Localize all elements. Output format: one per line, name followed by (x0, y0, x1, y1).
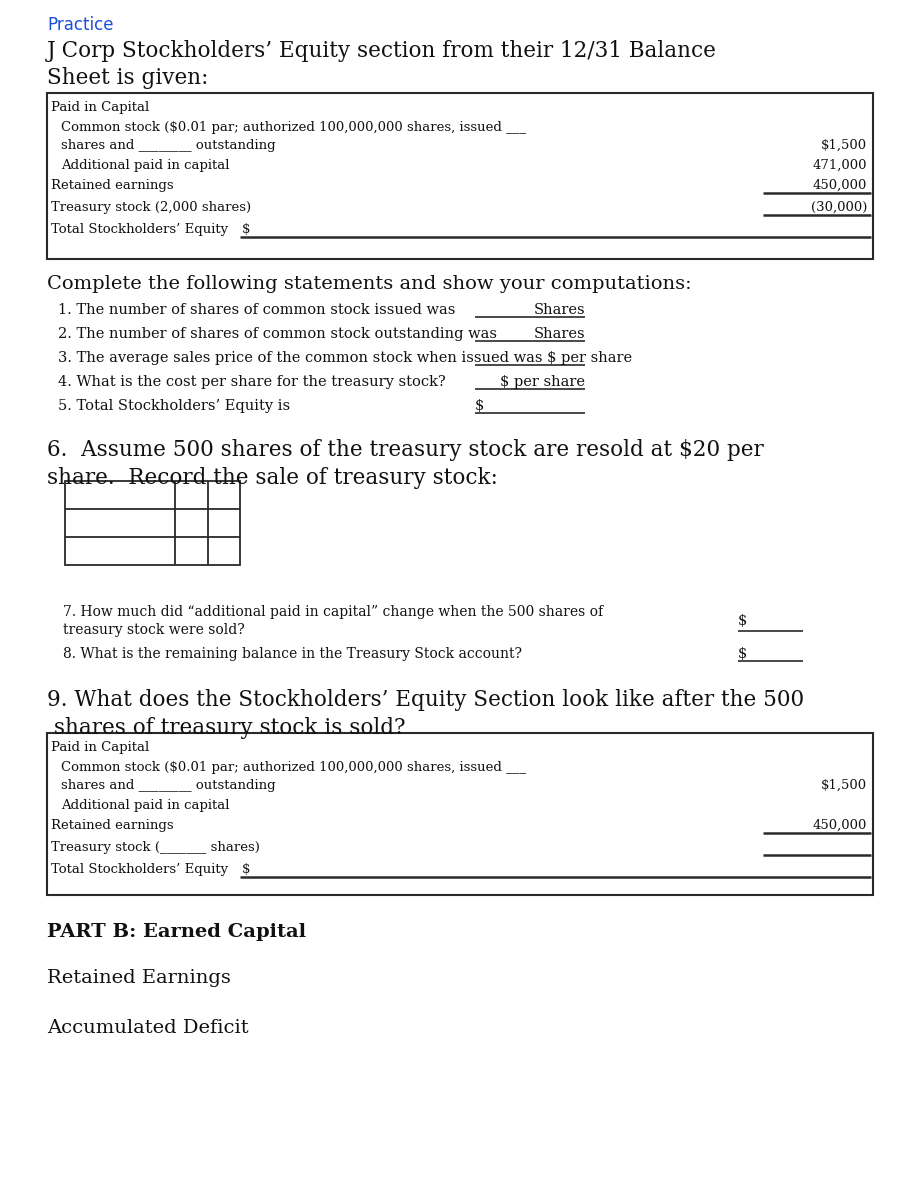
Text: Sheet is given:: Sheet is given: (47, 67, 208, 89)
Text: Shares: Shares (534, 302, 585, 317)
Text: 471,000: 471,000 (813, 158, 867, 172)
Text: 7. How much did “additional paid in capital” change when the 500 shares of: 7. How much did “additional paid in capi… (63, 605, 603, 619)
Text: 5. Total Stockholders’ Equity is: 5. Total Stockholders’ Equity is (58, 398, 290, 413)
Text: Treasury stock (2,000 shares): Treasury stock (2,000 shares) (51, 200, 251, 214)
Text: 1. The number of shares of common stock issued was: 1. The number of shares of common stock … (58, 302, 455, 317)
Bar (47, 92, 873, 259)
Text: $: $ (242, 223, 250, 236)
Text: Paid in Capital: Paid in Capital (51, 101, 149, 114)
Text: $: $ (738, 614, 748, 628)
Text: Retained Earnings: Retained Earnings (47, 970, 231, 986)
Text: 450,000: 450,000 (813, 818, 867, 832)
Text: Additional paid in capital: Additional paid in capital (61, 158, 229, 172)
Bar (65, 481, 240, 565)
Text: Total Stockholders’ Equity: Total Stockholders’ Equity (51, 223, 228, 236)
Text: (30,000): (30,000) (811, 200, 867, 214)
Text: $1,500: $1,500 (821, 779, 867, 792)
Text: 450,000: 450,000 (813, 179, 867, 192)
Text: Common stock ($0.01 par; authorized 100,000,000 shares, issued ___: Common stock ($0.01 par; authorized 100,… (61, 761, 526, 774)
Text: Complete the following statements and show your computations:: Complete the following statements and sh… (47, 275, 692, 293)
Text: Total Stockholders’ Equity: Total Stockholders’ Equity (51, 863, 228, 876)
Text: $ per share: $ per share (500, 374, 585, 389)
Text: $: $ (242, 863, 250, 876)
Text: Accumulated Deficit: Accumulated Deficit (47, 1019, 249, 1037)
Text: 8. What is the remaining balance in the Treasury Stock account?: 8. What is the remaining balance in the … (63, 647, 522, 661)
Text: 4. What is the cost per share for the treasury stock?: 4. What is the cost per share for the tr… (58, 374, 446, 389)
Text: $: $ (738, 647, 748, 661)
Text: Practice: Practice (47, 16, 113, 34)
Text: Additional paid in capital: Additional paid in capital (61, 799, 229, 812)
Text: Treasury stock (_______ shares): Treasury stock (_______ shares) (51, 841, 260, 854)
Text: treasury stock were sold?: treasury stock were sold? (63, 623, 245, 637)
Text: Common stock ($0.01 par; authorized 100,000,000 shares, issued ___: Common stock ($0.01 par; authorized 100,… (61, 121, 526, 134)
Text: shares and ________ outstanding: shares and ________ outstanding (61, 139, 276, 152)
Text: Paid in Capital: Paid in Capital (51, 740, 149, 754)
Text: Retained earnings: Retained earnings (51, 818, 174, 832)
Text: 3. The average sales price of the common stock when issued was $ per share: 3. The average sales price of the common… (58, 350, 632, 365)
Text: 2. The number of shares of common stock outstanding was: 2. The number of shares of common stock … (58, 326, 497, 341)
Text: $1,500: $1,500 (821, 139, 867, 152)
Text: Retained earnings: Retained earnings (51, 179, 174, 192)
Text: 6.  Assume 500 shares of the treasury stock are resold at $20 per: 6. Assume 500 shares of the treasury sto… (47, 439, 764, 461)
Text: $: $ (475, 398, 484, 413)
Text: share.  Record the sale of treasury stock:: share. Record the sale of treasury stock… (47, 467, 498, 490)
Text: PART B: Earned Capital: PART B: Earned Capital (47, 923, 306, 941)
Text: J Corp Stockholders’ Equity section from their 12/31 Balance: J Corp Stockholders’ Equity section from… (47, 40, 717, 62)
Text: Shares: Shares (534, 326, 585, 341)
Text: shares of treasury stock is sold?: shares of treasury stock is sold? (47, 716, 406, 739)
Bar (47, 733, 873, 895)
Text: 9. What does the Stockholders’ Equity Section look like after the 500: 9. What does the Stockholders’ Equity Se… (47, 689, 804, 710)
Text: shares and ________ outstanding: shares and ________ outstanding (61, 779, 276, 792)
